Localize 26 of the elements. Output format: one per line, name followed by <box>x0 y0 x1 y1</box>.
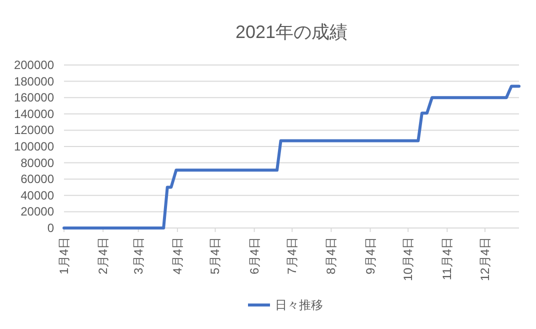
x-tick-label: 10月4日 <box>401 237 416 282</box>
x-tick-label: 3月4日 <box>131 237 146 274</box>
y-tick-label: 0 <box>47 221 54 235</box>
x-tick-label: 8月4日 <box>324 237 338 274</box>
chart-title: 2021年の成績 <box>235 22 348 42</box>
y-tick-label: 140000 <box>14 106 54 121</box>
x-tick-label: 7月4日 <box>285 237 300 274</box>
y-tick-label: 180000 <box>14 74 54 88</box>
y-tick-label: 40000 <box>20 188 54 202</box>
y-tick-label: 20000 <box>20 204 54 219</box>
y-tick-label: 200000 <box>14 58 54 72</box>
line-series <box>62 84 520 230</box>
x-tick-label: 9月4日 <box>363 237 378 274</box>
x-tick-label: 12月4日 <box>478 237 492 282</box>
x-tick-label: 2月4日 <box>96 237 110 274</box>
x-tick-label: 4月4日 <box>170 237 184 274</box>
y-tick-label: 160000 <box>14 90 54 105</box>
x-tick-label: 6月4日 <box>247 237 262 274</box>
y-tick-label: 100000 <box>14 140 54 154</box>
x-tick-label: 1月4日 <box>57 237 71 274</box>
x-tick-label: 5月4日 <box>208 237 222 274</box>
y-tick-label: 60000 <box>20 172 54 186</box>
y-tick-label: 80000 <box>20 156 54 170</box>
y-tick-label: 120000 <box>14 123 54 138</box>
legend-label: 日々推移 <box>275 298 323 312</box>
x-tick-label: 11月4日 <box>440 237 454 280</box>
